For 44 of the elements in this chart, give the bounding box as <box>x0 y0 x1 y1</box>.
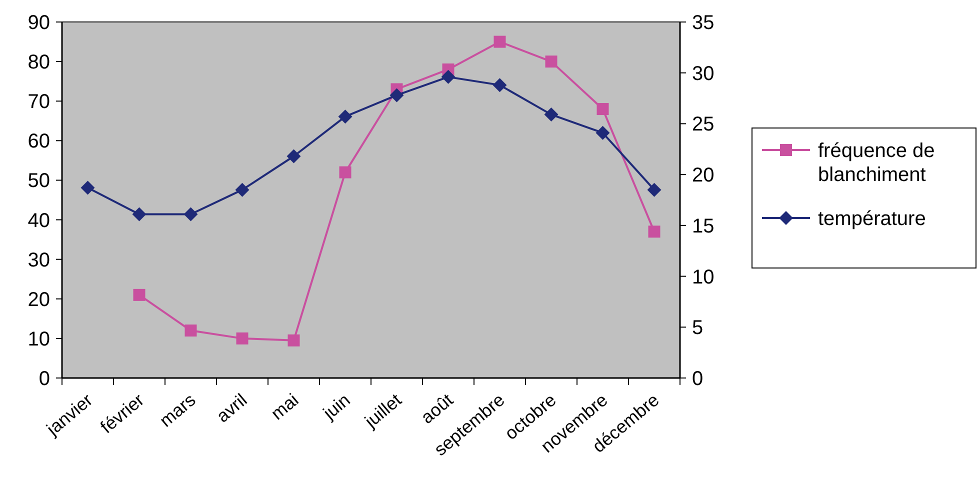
point <box>184 324 197 337</box>
y-tick-label: 20 <box>28 288 50 311</box>
y-tick-label: 60 <box>28 130 50 153</box>
y2-tick-label: 0 <box>692 368 704 390</box>
y-tick-label: 70 <box>28 91 50 114</box>
point <box>596 103 609 116</box>
point <box>647 182 662 197</box>
point <box>132 207 146 222</box>
y-tick-label: 80 <box>28 52 50 74</box>
point <box>80 180 95 195</box>
point <box>286 149 301 164</box>
x-tick-label: avril <box>212 390 251 426</box>
y2-tick-label: 25 <box>692 114 714 136</box>
point <box>648 226 660 238</box>
point <box>494 36 506 48</box>
point <box>390 88 404 102</box>
x-tick-label: mai <box>267 390 302 424</box>
y2-tick-label: 20 <box>692 164 714 187</box>
point <box>338 110 352 124</box>
point <box>596 126 610 140</box>
point <box>339 166 352 178</box>
point <box>236 332 248 344</box>
point <box>545 56 558 68</box>
point <box>441 70 456 84</box>
y-tick-label: 30 <box>28 249 50 272</box>
y2-tick-label: 30 <box>692 62 714 85</box>
y2-tick-label: 35 <box>692 12 714 34</box>
point <box>133 288 146 301</box>
y-tick-label: 90 <box>28 12 50 34</box>
legend-label: température <box>818 208 926 230</box>
y-tick-label: 10 <box>28 328 50 350</box>
point <box>235 182 250 197</box>
y2-tick-label: 5 <box>692 317 704 340</box>
y2-tick-label: 15 <box>692 215 714 238</box>
legend-label: fréquence de blanchiment <box>818 140 935 186</box>
point <box>544 108 558 122</box>
y-tick-label: 50 <box>28 170 50 192</box>
y2-tick-label: 10 <box>692 266 714 288</box>
y-tick-label: 40 <box>28 210 50 232</box>
point <box>288 334 300 346</box>
point <box>492 78 507 92</box>
y-tick-label: 0 <box>38 368 50 390</box>
point <box>184 207 198 222</box>
x-tick-label: juin <box>318 390 354 424</box>
